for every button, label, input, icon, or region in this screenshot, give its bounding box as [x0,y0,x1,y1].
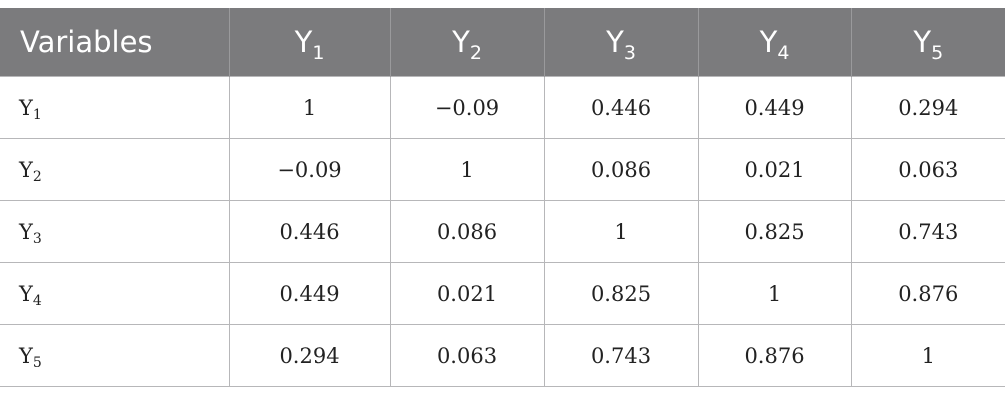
table-row: Y3 0.446 0.086 1 0.825 0.743 [0,200,1005,263]
table-cell: 1 [697,262,852,325]
table-cell: 0.294 [228,324,391,387]
header-col-y3: Y3 [543,8,698,77]
correlation-table: Variables Y1 Y2 Y3 Y4 Y5 Y1 1 −0.09 0.44… [0,8,1005,387]
row-label-y3: Y3 [0,200,230,263]
table-cell: 0.876 [697,324,852,387]
table-row: Y1 1 −0.09 0.446 0.449 0.294 [0,76,1005,139]
row-label-y4: Y4 [0,262,230,325]
table-cell: 0.446 [228,200,391,263]
table-cell: 0.449 [697,76,852,139]
header-col-y5: Y5 [850,8,1005,77]
header-variables: Variables [0,8,229,77]
table-cell: −0.09 [228,138,391,201]
table-cell: 0.021 [389,262,545,325]
row-label-y5: Y5 [0,324,230,387]
table-cell: 0.743 [850,200,1005,263]
header-col-y2: Y2 [389,8,544,77]
table-cell: 0.743 [543,324,699,387]
row-label-y1: Y1 [0,76,230,139]
table-cell: 1 [850,324,1005,387]
table-cell: 0.876 [850,262,1005,325]
table-cell: 0.021 [697,138,852,201]
header-col-y4: Y4 [697,8,851,77]
header-row: Variables Y1 Y2 Y3 Y4 Y5 [0,8,1005,77]
table-cell: 1 [228,76,391,139]
table-cell: 0.086 [543,138,699,201]
table-cell: −0.09 [389,76,545,139]
table-cell: 0.063 [389,324,545,387]
table-cell: 0.063 [850,138,1005,201]
table-row: Y4 0.449 0.021 0.825 1 0.876 [0,262,1005,325]
table-cell: 0.086 [389,200,545,263]
table-row: Y5 0.294 0.063 0.743 0.876 1 [0,324,1005,387]
table-cell: 0.825 [697,200,852,263]
table-cell: 1 [389,138,545,201]
table-cell: 0.294 [850,76,1005,139]
table-cell: 1 [543,200,699,263]
correlation-table-container: Variables Y1 Y2 Y3 Y4 Y5 Y1 1 −0.09 0.44… [0,8,1005,387]
table-cell: 0.449 [228,262,391,325]
table-cell: 0.446 [543,76,699,139]
table-cell: 0.825 [543,262,699,325]
header-col-y1: Y1 [228,8,390,77]
table-row: Y2 −0.09 1 0.086 0.021 0.063 [0,138,1005,201]
row-label-y2: Y2 [0,138,230,201]
